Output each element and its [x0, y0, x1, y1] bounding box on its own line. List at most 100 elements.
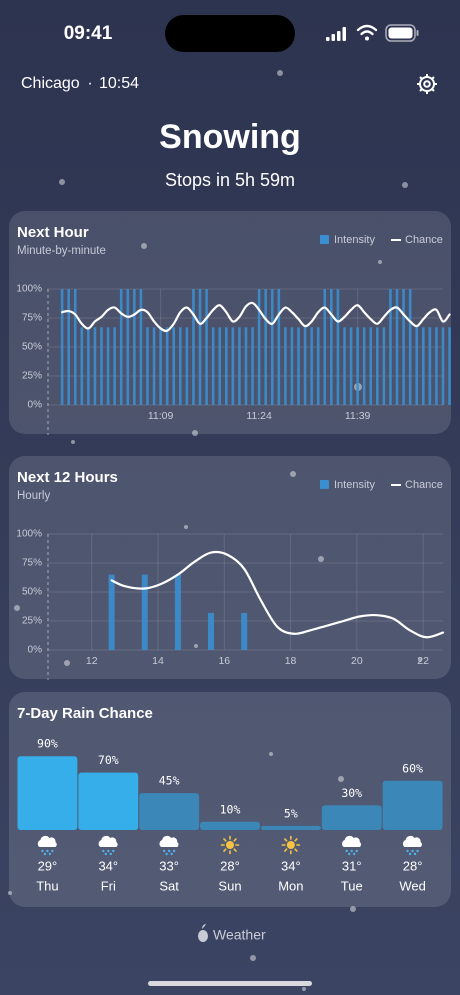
intensity-bar	[343, 327, 346, 405]
footer-brand: Weather	[213, 927, 266, 943]
intensity-bar	[60, 289, 64, 405]
card-next-12-hours	[9, 456, 451, 679]
intensity-bar	[448, 327, 451, 405]
intensity-bar	[428, 327, 432, 405]
snowflake	[406, 849, 409, 853]
intensity-bar	[290, 327, 294, 405]
y-tick-label: 0%	[28, 645, 43, 656]
value-label: 30%	[341, 786, 362, 800]
card-7-day	[9, 692, 451, 907]
sun-ray	[284, 838, 288, 842]
value-label: 45%	[159, 774, 180, 788]
snowflake	[104, 852, 107, 856]
legend-label: Chance	[405, 479, 443, 491]
x-tick-label: 12	[86, 655, 98, 667]
intensity-bar	[172, 327, 176, 405]
day-label: Sun	[218, 878, 241, 893]
intensity-bar	[323, 289, 327, 405]
intensity-bar	[211, 327, 215, 405]
temperature: 28°	[220, 858, 240, 873]
intensity-bar	[395, 289, 399, 405]
rain-bar	[382, 780, 443, 830]
intensity-bar	[369, 327, 373, 405]
snow-icon	[342, 835, 362, 856]
intensity-bar	[218, 327, 222, 405]
snowflake	[112, 849, 115, 853]
x-tick-label: 20	[351, 655, 363, 667]
card-subtitle: Hourly	[17, 490, 50, 502]
legend-label: Chance	[405, 234, 443, 246]
wifi-icon	[356, 24, 378, 36]
intensity-bar	[435, 327, 438, 405]
x-tick-label: 11:24	[246, 410, 272, 422]
intensity-bar	[362, 327, 366, 405]
card-title: Next 12 Hours	[17, 469, 118, 486]
chance-line	[61, 301, 451, 333]
x-tick-label: 18	[285, 655, 297, 667]
y-tick-label: 25%	[22, 616, 42, 627]
wifi-dot	[365, 36, 369, 41]
intensity-bar	[133, 289, 136, 405]
rain-bar	[321, 805, 382, 830]
intensity-bar	[241, 612, 248, 650]
intensity-bar	[174, 574, 181, 650]
sun-ray	[233, 838, 237, 842]
intensity-bar	[402, 289, 405, 405]
x-tick-label: 11:39	[345, 410, 371, 422]
intensity-bar	[67, 289, 70, 405]
intensity-bar	[349, 327, 353, 405]
intensity-bar	[316, 327, 320, 405]
intensity-bar	[224, 327, 228, 405]
intensity-bar	[376, 327, 379, 405]
sun-ray	[294, 848, 298, 852]
y-tick-label: 100%	[16, 284, 42, 295]
x-tick-label: 14	[152, 655, 164, 667]
legend-swatch	[320, 480, 329, 489]
snowflake	[408, 852, 412, 856]
snowflake	[411, 849, 414, 853]
intensity-bar	[382, 327, 386, 405]
separator: ·	[87, 75, 92, 92]
snowflake	[353, 852, 356, 856]
snowflake	[350, 849, 353, 853]
intensity-bar	[270, 289, 274, 405]
value-label: 70%	[98, 753, 119, 767]
intensity-bar	[165, 327, 169, 405]
value-label: 90%	[37, 737, 58, 751]
temperature: 31°	[342, 858, 362, 873]
value-label: 60%	[402, 761, 423, 775]
intensity-bar	[208, 612, 215, 650]
y-tick-label: 50%	[22, 342, 42, 353]
snowflakes	[8, 70, 422, 991]
cloud	[402, 835, 422, 847]
intensity-bar	[141, 574, 148, 650]
battery-level	[388, 27, 413, 39]
temperature: 28°	[403, 858, 423, 873]
snow-icon	[159, 835, 179, 856]
intensity-bar	[139, 289, 143, 405]
snowflake	[43, 852, 47, 856]
local-time: 10:54	[99, 75, 139, 92]
intensity-bar	[106, 327, 110, 405]
snowflake	[48, 852, 52, 856]
snowflake	[109, 852, 112, 856]
day-label: Thu	[36, 878, 58, 893]
rain-bar	[200, 821, 260, 830]
intensity-bar	[73, 289, 77, 405]
intensity-bar	[297, 327, 300, 405]
card-subtitle: Minute-by-minute	[17, 245, 106, 257]
day-label: Wed	[399, 878, 426, 893]
dynamic-island	[165, 15, 295, 52]
intensity-bar	[152, 327, 156, 405]
snowflake	[51, 849, 54, 853]
intensity-bar	[264, 289, 267, 405]
value-label: 10%	[220, 802, 241, 816]
intensity-bar	[87, 327, 90, 405]
intensity-bar	[192, 289, 195, 405]
sun-ray	[223, 838, 227, 842]
intensity-bar	[231, 327, 235, 405]
sun-ray	[294, 838, 298, 842]
settings-button[interactable]	[417, 74, 437, 94]
intensity-bar	[408, 289, 412, 405]
